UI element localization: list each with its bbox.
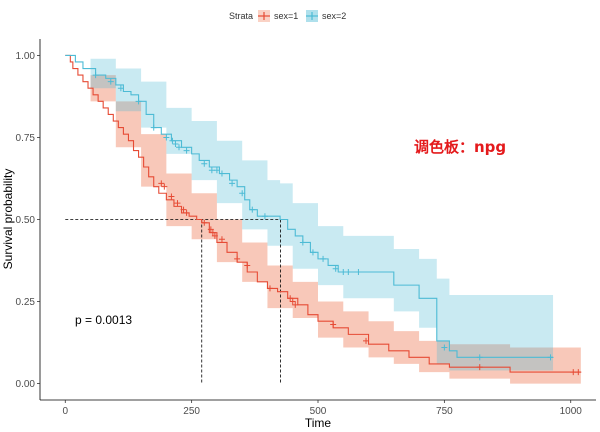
censor-mark-sex=2-17 bbox=[261, 213, 268, 220]
x-axis-title: Time bbox=[305, 416, 332, 430]
y-tick-label-0: 0.00 bbox=[16, 379, 36, 390]
legend-label-sex1: sex=1 bbox=[274, 11, 298, 21]
censor-mark-sex=2-27 bbox=[547, 354, 554, 361]
censor-mark-sex=2-7 bbox=[172, 141, 179, 148]
x-tick-label-1000: 1000 bbox=[560, 406, 583, 417]
censor-mark-sex=2-0 bbox=[92, 72, 99, 79]
x-axis-ticks: 0 250 500 750 1000 bbox=[62, 400, 582, 417]
censor-mark-sex=2-5 bbox=[163, 134, 170, 141]
censor-mark-sex=1-0 bbox=[158, 180, 165, 187]
censor-mark-sex=1-21 bbox=[575, 369, 582, 376]
censor-mark-sex=2-2 bbox=[117, 85, 124, 92]
confidence-bands bbox=[65, 55, 581, 384]
x-tick-label-0: 0 bbox=[62, 406, 68, 417]
censor-mark-sex=1-8 bbox=[209, 229, 216, 236]
x-tick-label-750: 750 bbox=[436, 406, 453, 417]
censor-mark-sex=1-1 bbox=[161, 183, 168, 190]
y-tick-label-4: 1.00 bbox=[16, 51, 36, 62]
censor-mark-sex=1-19 bbox=[476, 364, 483, 371]
x-tick-label-500: 500 bbox=[310, 406, 327, 417]
censor-mark-sex=2-15 bbox=[239, 190, 246, 197]
y-tick-label-3: 0.75 bbox=[16, 133, 36, 144]
censor-mark-sex=2-23 bbox=[345, 269, 352, 276]
censor-mark-sex=2-26 bbox=[476, 354, 483, 361]
censor-mark-sex=2-25 bbox=[441, 344, 448, 351]
censor-mark-sex=1-6 bbox=[201, 219, 208, 226]
censor-mark-sex=2-18 bbox=[299, 239, 306, 246]
censor-mark-sex=2-8 bbox=[176, 144, 182, 151]
censor-mark-sex=2-19 bbox=[309, 249, 316, 256]
censor-mark-sex=1-3 bbox=[174, 200, 181, 207]
censor-mark-sex=2-6 bbox=[169, 137, 176, 144]
censor-mark-sex=1-12 bbox=[244, 262, 251, 269]
censor-mark-sex=2-16 bbox=[249, 206, 256, 213]
censor-mark-sex=2-3 bbox=[135, 98, 142, 105]
censor-marks bbox=[92, 72, 582, 376]
censor-mark-sex=2-1 bbox=[107, 78, 114, 85]
censor-mark-sex=1-16 bbox=[292, 301, 299, 308]
censor-mark-sex=2-22 bbox=[340, 269, 347, 276]
censor-mark-sex=1-9 bbox=[211, 232, 218, 239]
censor-mark-sex=1-2 bbox=[168, 193, 175, 200]
censor-mark-sex=2-14 bbox=[229, 180, 236, 187]
band-sex=2 bbox=[65, 55, 554, 371]
p-value-label: p = 0.0013 bbox=[75, 313, 132, 327]
y-tick-label-1: 0.25 bbox=[16, 297, 36, 308]
censor-mark-sex=1-11 bbox=[234, 255, 241, 262]
censor-mark-sex=2-10 bbox=[201, 160, 208, 167]
x-tick-label-250: 250 bbox=[183, 406, 200, 417]
censor-mark-sex=2-12 bbox=[213, 167, 220, 174]
legend-key-sex2 bbox=[306, 10, 318, 22]
legend-label-sex2: sex=2 bbox=[322, 11, 346, 21]
censor-mark-sex=1-7 bbox=[207, 226, 214, 233]
legend: Strata sex=1 sex=2 bbox=[229, 10, 346, 22]
censor-mark-sex=1-10 bbox=[218, 236, 225, 243]
censor-mark-sex=2-9 bbox=[183, 147, 190, 154]
censor-mark-sex=1-14 bbox=[287, 295, 294, 302]
censor-mark-sex=2-11 bbox=[208, 167, 215, 174]
censor-mark-sex=1-4 bbox=[180, 206, 187, 213]
censor-mark-sex=1-17 bbox=[330, 321, 337, 328]
censor-mark-sex=1-20 bbox=[570, 369, 577, 376]
band-sex=1 bbox=[65, 55, 581, 384]
palette-annotation: 调色板：npg bbox=[414, 138, 506, 156]
censor-mark-sex=2-4 bbox=[150, 124, 157, 131]
y-axis-title: Survival probability bbox=[1, 169, 15, 270]
legend-key-sex1 bbox=[258, 10, 270, 22]
censor-mark-sex=2-21 bbox=[332, 265, 339, 272]
y-tick-label-2: 0.50 bbox=[16, 215, 36, 226]
curve-sex=2 bbox=[65, 54, 554, 358]
censor-mark-sex=2-20 bbox=[320, 255, 327, 262]
censor-mark-sex=1-15 bbox=[289, 298, 296, 305]
censor-mark-sex=1-5 bbox=[183, 209, 190, 216]
censor-mark-sex=2-13 bbox=[218, 170, 225, 177]
censor-mark-sex=2-24 bbox=[355, 269, 362, 276]
legend-title: Strata bbox=[229, 11, 253, 21]
censor-mark-sex=1-13 bbox=[266, 285, 273, 292]
y-axis-ticks: 0.00 0.25 0.50 0.75 1.00 bbox=[16, 51, 40, 390]
median-lines bbox=[65, 219, 281, 384]
censor-mark-sex=1-18 bbox=[363, 337, 370, 344]
